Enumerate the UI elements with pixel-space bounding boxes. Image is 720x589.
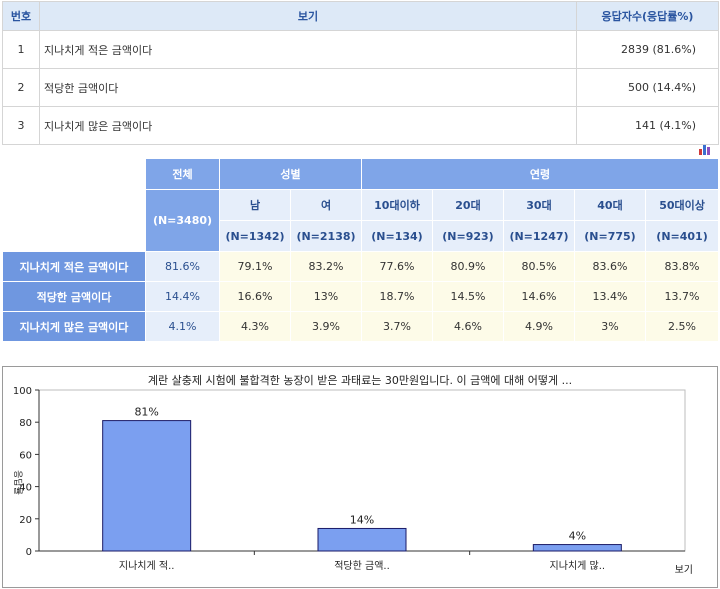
group-label: 여 <box>290 189 362 221</box>
cell: 3.7% <box>361 311 433 342</box>
y-axis-label: 응답률 <box>12 470 24 495</box>
y-tick-label: 80 <box>19 418 32 429</box>
table-row: 3 지나치게 많은 금액이다 141 (4.1%) <box>2 106 719 145</box>
row-count: 2839 (81.6%) <box>576 30 719 69</box>
cell: 3.9% <box>290 311 362 342</box>
row-count: 141 (4.1%) <box>576 106 719 145</box>
summary-table: 번호 보기 응답자수(응답률%) 1 지나치게 적은 금액이다 2839 (81… <box>2 1 719 145</box>
summary-header-row: 번호 보기 응답자수(응답률%) <box>2 1 719 31</box>
cell: 13% <box>290 281 362 312</box>
row-total: 81.6% <box>145 251 220 282</box>
y-tick-label: 0 <box>26 547 32 558</box>
table-row: 1 지나치게 적은 금액이다 2839 (81.6%) <box>2 30 719 69</box>
bar-chart-icon[interactable] <box>698 143 712 155</box>
cell: 80.5% <box>503 251 575 282</box>
y-tick-label: 60 <box>19 450 32 461</box>
cell: 18.7% <box>361 281 433 312</box>
group-label: 40대 <box>574 189 646 221</box>
cell: 3% <box>574 311 646 342</box>
cell: 83.8% <box>644 251 720 282</box>
cell: 14.5% <box>432 281 504 312</box>
row-label: 지나치게 적은 금액이다 <box>39 30 577 69</box>
age-header: 연령 <box>360 158 720 190</box>
table-row: 지나치게 적은 금액이다 81.6% 79.1% 83.2% 77.6% 80.… <box>2 251 720 282</box>
group-n: (N=775) <box>574 220 646 252</box>
x-tick-label: 적당한 금액.. <box>334 560 390 572</box>
bar <box>317 527 407 552</box>
group-label: 20대 <box>432 189 504 221</box>
row-label: 지나치게 적은 금액이다 <box>2 251 146 282</box>
row-label: 적당한 금액이다 <box>2 281 146 312</box>
group-label: 30대 <box>503 189 575 221</box>
cross-table: 전체 성별 연령 (N=3480) 남 여 10대이하 20대 30대 40대 … <box>2 158 720 342</box>
y-tick-label: 100 <box>13 386 32 397</box>
cell: 2.5% <box>644 311 720 342</box>
group-label: 10대이하 <box>361 189 433 221</box>
cell: 4.9% <box>503 311 575 342</box>
group-n: (N=1247) <box>503 220 575 252</box>
cell: 13.7% <box>644 281 720 312</box>
bar-value-label: 14% <box>350 513 374 526</box>
bar <box>102 420 192 552</box>
cell: 4.3% <box>219 311 291 342</box>
row-number: 2 <box>2 68 40 107</box>
total-header: 전체 <box>145 158 220 190</box>
cell: 4.6% <box>432 311 504 342</box>
y-tick-label: 20 <box>19 515 32 526</box>
group-n: (N=134) <box>361 220 433 252</box>
row-label: 지나치게 많은 금액이다 <box>2 311 146 342</box>
x-tick-label: 지나치게 적.. <box>119 560 175 572</box>
bar-value-label: 4% <box>569 530 586 543</box>
header-number: 번호 <box>2 1 40 31</box>
row-number: 1 <box>2 30 40 69</box>
cell: 79.1% <box>219 251 291 282</box>
x-axis-label: 보기 <box>675 564 693 576</box>
row-total: 14.4% <box>145 281 220 312</box>
table-row: 적당한 금액이다 14.4% 16.6% 13% 18.7% 14.5% 14.… <box>2 281 720 312</box>
chart-title: 계란 살충제 시험에 불합격한 농장이 받은 과태료는 30만원입니다. 이 금… <box>148 373 572 387</box>
cell: 83.2% <box>290 251 362 282</box>
blank-corner <box>2 220 146 252</box>
cell: 13.4% <box>574 281 646 312</box>
gender-header: 성별 <box>219 158 362 190</box>
row-label: 적당한 금액이다 <box>39 68 577 107</box>
row-number: 3 <box>2 106 40 145</box>
bar-value-label: 81% <box>134 406 158 419</box>
table-row: 지나치게 많은 금액이다 4.1% 4.3% 3.9% 3.7% 4.6% 4.… <box>2 311 720 342</box>
blank-corner <box>2 158 146 221</box>
cell: 80.9% <box>432 251 504 282</box>
cell: 77.6% <box>361 251 433 282</box>
x-tick-label: 지나치게 많.. <box>550 560 606 572</box>
bar <box>532 544 622 552</box>
cell: 14.6% <box>503 281 575 312</box>
header-count: 응답자수(응답률%) <box>576 1 719 31</box>
row-count: 500 (14.4%) <box>576 68 719 107</box>
group-label: 50대이상 <box>644 189 720 221</box>
group-n: (N=2138) <box>290 220 362 252</box>
group-n: (N=1342) <box>219 220 291 252</box>
total-n: (N=3480) <box>145 189 220 252</box>
table-row: 2 적당한 금액이다 500 (14.4%) <box>2 68 719 107</box>
header-option: 보기 <box>39 1 577 31</box>
cell: 16.6% <box>219 281 291 312</box>
group-n: (N=923) <box>432 220 504 252</box>
row-label: 지나치게 많은 금액이다 <box>39 106 577 145</box>
y-tick-label: 40 <box>19 483 32 494</box>
group-n: (N=401) <box>644 220 720 252</box>
cell: 83.6% <box>574 251 646 282</box>
row-total: 4.1% <box>145 311 220 342</box>
group-label: 남 <box>219 189 291 221</box>
bar-chart: 계란 살충제 시험에 불합격한 농장이 받은 과태료는 30만원입니다. 이 금… <box>2 366 718 588</box>
bar-chart-svg: 계란 살충제 시험에 불합격한 농장이 받은 과태료는 30만원입니다. 이 금… <box>12 373 693 576</box>
